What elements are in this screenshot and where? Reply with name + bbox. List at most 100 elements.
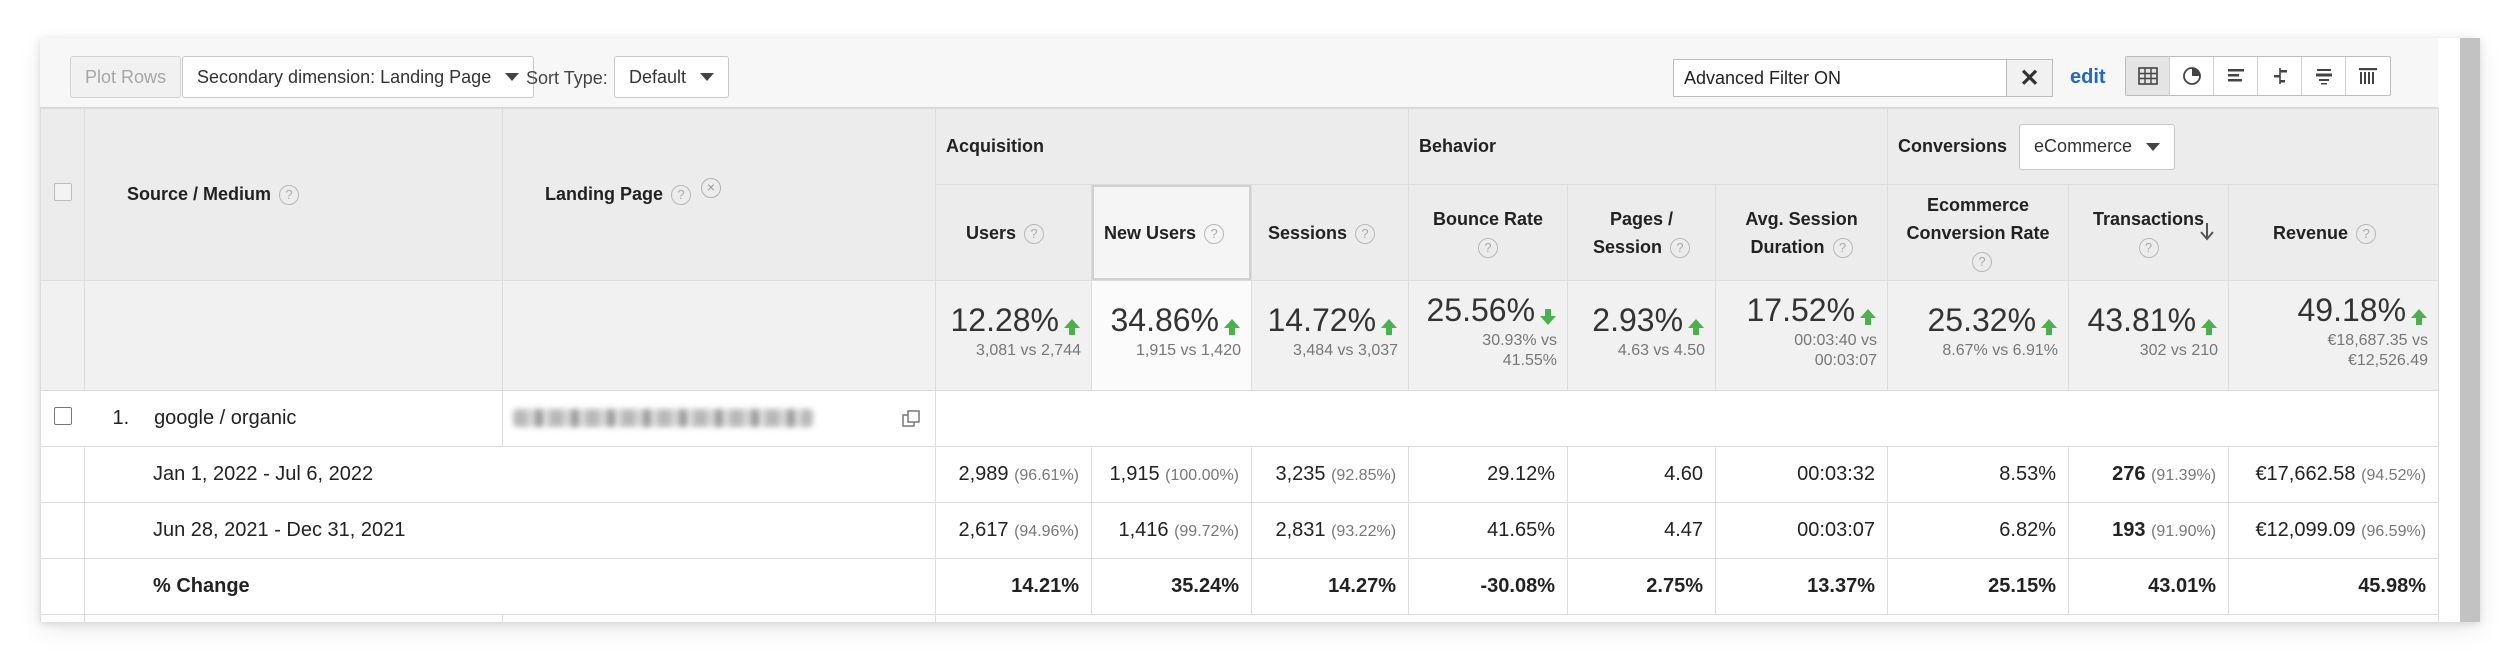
metric-header-transactions[interactable]: Transactions? — [2068, 184, 2230, 281]
conversions-goal-value: eCommerce — [2034, 136, 2133, 156]
metric-label: Revenue — [2273, 222, 2349, 243]
pivot-icon[interactable] — [2346, 57, 2390, 95]
help-icon[interactable]: ? — [1204, 223, 1225, 244]
metric-value: 00:03:07 — [1797, 519, 1876, 541]
metric-header-sessions[interactable]: Sessions? — [1250, 184, 1410, 281]
summary-comparison: 8.67% vs 6.91% — [1942, 342, 2059, 359]
open-link-icon[interactable] — [901, 409, 921, 429]
report-frame: Plot Rows Secondary dimension: Landing P… — [40, 38, 2480, 622]
metric-header-avg-session[interactable]: Avg. Session Duration? — [1715, 184, 1889, 281]
advanced-filter-box[interactable]: Advanced Filter ON ✕ — [1673, 59, 2053, 97]
sort-descending-icon[interactable] — [2198, 221, 2216, 241]
metric-value-cell: 3,235 (92.85%) — [1250, 446, 1410, 503]
summary-percent: 25.32% — [1927, 302, 2037, 338]
filler — [84, 614, 503, 622]
metric-label: Bounce Rate — [1433, 208, 1544, 229]
metric-label: Ecommerce — [1926, 194, 2030, 215]
performance-bar-icon[interactable] — [2214, 57, 2258, 95]
help-icon[interactable]: ? — [1024, 223, 1045, 244]
arrow-down-icon — [1540, 308, 1557, 325]
select-all-checkbox[interactable] — [53, 183, 72, 201]
metric-value: 276 — [2112, 463, 2146, 485]
metric-value: 2,617 — [958, 519, 1009, 541]
plot-rows-button[interactable]: Plot Rows — [70, 56, 182, 98]
landing-page-label: Landing Page — [545, 183, 664, 204]
row-source-cell: 1. google / organic — [84, 390, 503, 447]
help-icon[interactable]: ? — [2356, 223, 2377, 244]
metric-value: €17,662.58 — [2255, 463, 2356, 485]
metric-header-ecom-rate[interactable]: Ecommerce Conversion Rate? — [1887, 184, 2070, 281]
metric-value-cell: 4.60 — [1567, 446, 1717, 503]
conversions-label: Conversions — [1898, 136, 2008, 156]
filter-input[interactable]: Advanced Filter ON — [1684, 67, 1842, 88]
conversions-goal-dropdown[interactable]: eCommerce — [2019, 123, 2176, 170]
help-icon[interactable]: ? — [671, 185, 692, 206]
metric-label: Sessions — [1268, 222, 1348, 243]
source-medium-label: Source / Medium — [127, 183, 272, 204]
change-blank — [502, 558, 936, 615]
landing-page-header[interactable]: Landing Page? × — [502, 108, 936, 281]
help-icon[interactable]: ? — [1478, 237, 1499, 258]
arrow-up-icon — [1381, 318, 1398, 335]
metric-share: (94.52%) — [2361, 467, 2427, 484]
metric-share: (99.72%) — [1174, 523, 1239, 540]
data-table-icon[interactable] — [2126, 57, 2170, 95]
period-blank — [40, 446, 85, 503]
metric-value: 2,831 — [1275, 519, 1326, 541]
help-icon[interactable]: ? — [1832, 237, 1853, 258]
source-medium-header[interactable]: Source / Medium? — [84, 108, 503, 281]
metric-value: €12,099.09 — [2255, 519, 2356, 541]
chevron-down-icon — [505, 73, 520, 81]
metric-header-pages-session[interactable]: Pages / Session? — [1567, 184, 1717, 281]
metric-header-bounce-rate[interactable]: Bounce Rate? — [1408, 184, 1569, 281]
metric-value: 6.82% — [1999, 519, 2057, 541]
row-empty-metrics — [934, 390, 2440, 447]
row-checkbox[interactable] — [53, 407, 72, 425]
summary-comparison: 30.93% vs — [1482, 332, 1558, 349]
metric-value-cell: 1,416 (99.72%) — [1091, 502, 1252, 559]
vertical-scrollbar[interactable] — [2460, 38, 2480, 622]
help-icon[interactable]: ? — [1972, 251, 1993, 272]
edit-filter-link[interactable]: edit — [2070, 66, 2106, 88]
help-icon[interactable]: ? — [1355, 223, 1376, 244]
summary-percent: 2.93% — [1592, 302, 1684, 338]
metric-value: 41.65% — [1487, 519, 1556, 541]
metric-value-cell: 8.53% — [1887, 446, 2070, 503]
summary-comparison-line2: 41.55% — [1502, 352, 1558, 369]
metric-value: 1,915 — [1109, 463, 1160, 485]
metric-value-cell: 2,831 (93.22%) — [1250, 502, 1410, 559]
remove-dimension-icon[interactable]: × — [701, 177, 722, 198]
metric-header-new-users[interactable]: New Users? — [1091, 184, 1252, 281]
sort-type-dropdown[interactable]: Default — [614, 56, 730, 98]
percent-change-value: 43.01% — [2068, 558, 2230, 615]
metric-header-revenue[interactable]: Revenue? — [2228, 184, 2440, 281]
summary-percent: 14.72% — [1267, 302, 1377, 338]
summary-cell: 2.93% 4.63 vs 4.50 — [1567, 280, 1717, 391]
summary-cell: 43.81% 302 vs 210 — [2068, 280, 2230, 391]
summary-percent: 43.81% — [2087, 302, 2197, 338]
metric-value: 29.12% — [1487, 463, 1556, 485]
secondary-dimension-dropdown[interactable]: Secondary dimension: Landing Page — [182, 56, 535, 98]
period-blank — [502, 502, 936, 559]
report-table: Source / Medium? Landing Page? × Acquisit… — [40, 108, 2440, 622]
row-source-medium[interactable]: google / organic — [154, 407, 297, 429]
pie-chart-icon[interactable] — [2170, 57, 2214, 95]
summary-comparison: €18,687.35 vs — [2327, 332, 2429, 349]
metric-value-cell: €12,099.09 (96.59%) — [2228, 502, 2440, 559]
comparison-icon[interactable] — [2258, 57, 2302, 95]
help-icon[interactable]: ? — [279, 185, 300, 206]
clear-filter-icon[interactable]: ✕ — [2006, 60, 2052, 96]
filler — [502, 614, 936, 622]
summary-percent: 49.18% — [2297, 292, 2407, 328]
metric-header-users[interactable]: Users? — [935, 184, 1092, 281]
percent-change-value: 13.37% — [1715, 558, 1889, 615]
arrow-up-icon — [2201, 318, 2218, 335]
period-blank — [502, 446, 936, 503]
metric-value: 4.60 — [1664, 463, 1704, 485]
help-icon[interactable]: ? — [1670, 237, 1691, 258]
summary-comparison-line2: €12,526.49 — [2347, 352, 2429, 369]
help-icon[interactable]: ? — [2138, 237, 2159, 258]
date-range-label: Jan 1, 2022 - Jul 6, 2022 — [84, 446, 503, 503]
term-cloud-icon[interactable] — [2302, 57, 2346, 95]
behavior-group-header: Behavior — [1408, 108, 1889, 185]
